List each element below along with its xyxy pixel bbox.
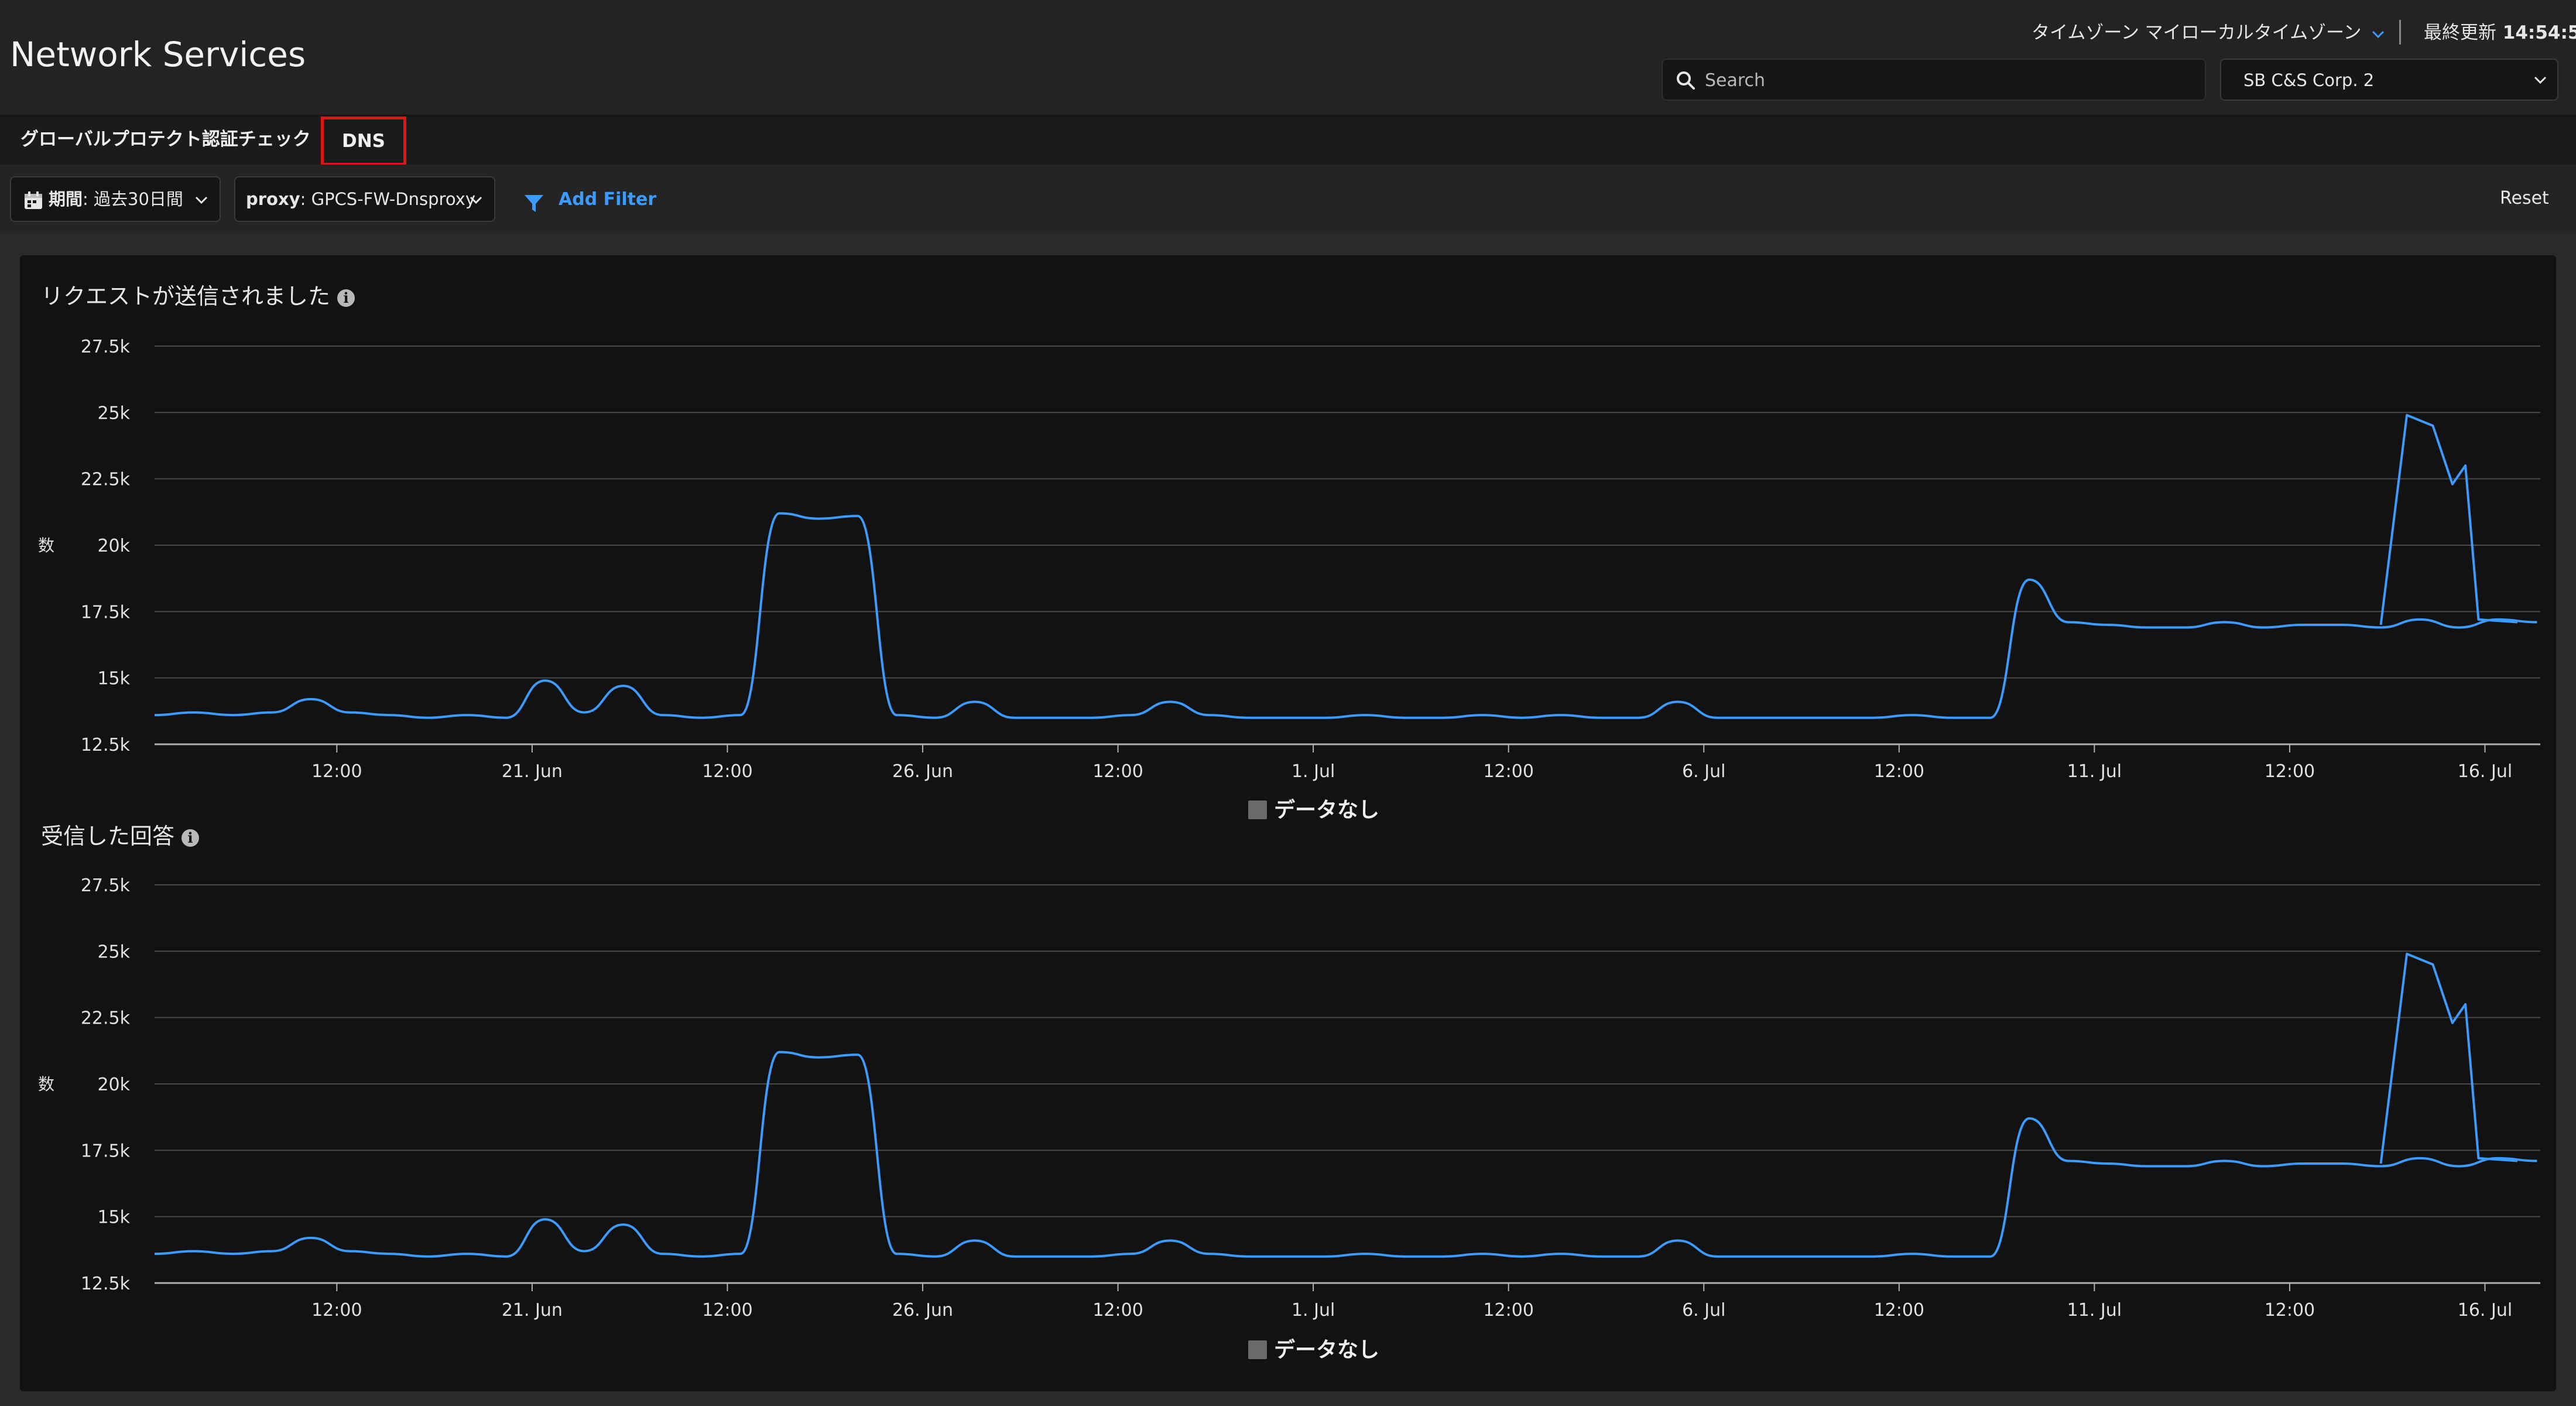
chart-title-responses-text: 受信した回答 — [41, 823, 175, 849]
search-box[interactable] — [1662, 59, 2206, 101]
proxy-filter[interactable]: proxy: GPCS-FW-Dnsproxy — [234, 176, 495, 222]
info-icon[interactable]: i — [337, 289, 355, 307]
x-tick-label: 1. Jul — [1292, 1300, 1335, 1321]
chevron-down-icon — [470, 196, 482, 204]
chart-title-requests-text: リクエストが送信されました — [41, 283, 331, 309]
timezone-label: タイムゾーン マイローカルタイムゾーン — [2032, 22, 2362, 43]
tab-bar: グローバルプロテクト認証チェック DNS — [0, 117, 2576, 166]
period-filter[interactable]: 期間: 過去30日間 — [10, 176, 221, 222]
info-icon[interactable]: i — [181, 829, 200, 847]
y-tick-label: 22.5k — [81, 470, 131, 490]
x-tick-label: 26. Jun — [892, 1300, 953, 1321]
x-tick-label: 26. Jun — [892, 761, 953, 782]
y-tick-label: 20k — [97, 536, 130, 556]
tenant-select[interactable]: SB C&S Corp. 2 — [2220, 59, 2558, 101]
series-line — [154, 512, 2537, 719]
y-tick-label: 15k — [97, 669, 130, 689]
x-tick-label: 6. Jul — [1682, 761, 1725, 782]
reset-button[interactable]: Reset — [2500, 188, 2549, 208]
y-tick-label: 22.5k — [81, 1008, 131, 1029]
y-tick-label: 25k — [97, 942, 130, 962]
calendar-icon — [25, 191, 42, 209]
x-tick-label: 1. Jul — [1292, 761, 1335, 782]
tenant-value: SB C&S Corp. 2 — [2243, 70, 2375, 90]
search-input[interactable] — [1704, 63, 2198, 97]
chevron-down-icon — [2534, 76, 2547, 84]
series-line — [154, 1051, 2537, 1258]
y-tick-label: 15k — [97, 1207, 130, 1228]
plot-area: 12.5k 15k 17.5k 20k 22.5k 25k 27.5k 数 12:00 21. J… — [38, 875, 2540, 1321]
chevron-down-icon — [195, 196, 208, 204]
legend-label: データなし — [1274, 798, 1380, 822]
chevron-down-icon — [2366, 22, 2385, 43]
chart-legend-responses[interactable]: データなし — [1248, 1337, 1379, 1363]
search-icon — [1677, 71, 1695, 90]
chart-title-responses: 受信した回答 i — [41, 822, 200, 850]
x-tick-label: 12:00 — [1874, 761, 1924, 782]
y-axis-label: 数 — [38, 1075, 54, 1094]
x-tick-label: 12:00 — [1092, 761, 1143, 782]
y-tick-label: 17.5k — [81, 602, 131, 622]
x-tick-label: 21. Jun — [502, 1300, 563, 1321]
add-filter-button[interactable]: Add Filter — [523, 188, 657, 212]
filter-icon — [525, 195, 543, 212]
period-key: 期間 — [49, 189, 83, 209]
x-tick-label: 11. Jul — [2067, 1300, 2122, 1321]
x-tick-label: 11. Jul — [2067, 761, 2122, 782]
header-bar: Network Services タイムゾーン マイローカルタイムゾーン 最終更… — [0, 0, 2576, 117]
legend-swatch — [1248, 1340, 1267, 1359]
filter-bar: 期間: 過去30日間 proxy: GPCS-FW-Dnsproxy Add F… — [0, 165, 2576, 232]
x-tick-label: 12:00 — [1874, 1300, 1924, 1321]
header-divider — [2399, 20, 2401, 45]
chart-legend-requests[interactable]: データなし — [1248, 798, 1379, 823]
series-line-peak — [2379, 952, 2518, 1164]
plot-area: 12.5k 15k 17.5k 20k 22.5k 25k 27.5k 数 12:00 21. J… — [38, 337, 2540, 782]
y-tick-label: 12.5k — [81, 735, 131, 755]
proxy-key: proxy — [246, 189, 300, 209]
last-updated: 最終更新 14:54:54 — [2424, 21, 2576, 45]
tab-globalprotect-auth[interactable]: グローバルプロテクト認証チェック — [20, 129, 311, 150]
last-updated-time: 14:54:54 — [2502, 22, 2576, 43]
x-tick-label: 12:00 — [311, 761, 362, 782]
x-tick-label: 12:00 — [311, 1300, 362, 1321]
y-tick-label: 27.5k — [81, 337, 131, 357]
y-tick-label: 25k — [97, 403, 130, 423]
last-updated-label: 最終更新 — [2424, 22, 2496, 43]
y-tick-label: 12.5k — [81, 1274, 131, 1294]
charts-panel: リクエストが送信されました i 12.5k 15k 17.5k 20k 22.5k 25k 2… — [20, 255, 2556, 1391]
x-tick-label: 12:00 — [2265, 761, 2315, 782]
y-tick-label: 20k — [97, 1075, 130, 1095]
x-tick-label: 12:00 — [1092, 1300, 1143, 1321]
x-tick-label: 12:00 — [702, 1300, 752, 1321]
x-tick-label: 12:00 — [2265, 1300, 2315, 1321]
x-tick-label: 16. Jul — [2458, 761, 2512, 782]
y-axis-label: 数 — [38, 536, 54, 555]
timezone-selector[interactable]: タイムゾーン マイローカルタイムゾーン — [2032, 21, 2385, 45]
responses-chart: 12.5k 15k 17.5k 20k 22.5k 25k 27.5k 数 12:00 21. J… — [38, 875, 2540, 1321]
x-tick-label: 12:00 — [1483, 761, 1533, 782]
requests-chart: 12.5k 15k 17.5k 20k 22.5k 25k 27.5k 数 12:00 21. J… — [38, 337, 2540, 782]
x-tick-label: 12:00 — [1483, 1300, 1533, 1321]
tab-dns[interactable]: DNS — [321, 117, 406, 166]
period-value: 過去30日間 — [94, 189, 183, 209]
add-filter-label: Add Filter — [559, 189, 657, 210]
legend-swatch — [1248, 801, 1267, 819]
y-tick-label: 27.5k — [81, 875, 131, 896]
y-tick-label: 17.5k — [81, 1141, 131, 1161]
proxy-value: GPCS-FW-Dnsproxy — [311, 189, 476, 209]
x-tick-label: 16. Jul — [2458, 1300, 2512, 1321]
x-tick-label: 12:00 — [702, 761, 752, 782]
page-title: Network Services — [10, 35, 306, 74]
chart-title-requests: リクエストが送信されました i — [41, 282, 355, 310]
series-line-peak — [2379, 413, 2518, 625]
legend-label: データなし — [1274, 1338, 1380, 1362]
x-tick-label: 6. Jul — [1682, 1300, 1725, 1321]
x-tick-label: 21. Jun — [502, 761, 563, 782]
